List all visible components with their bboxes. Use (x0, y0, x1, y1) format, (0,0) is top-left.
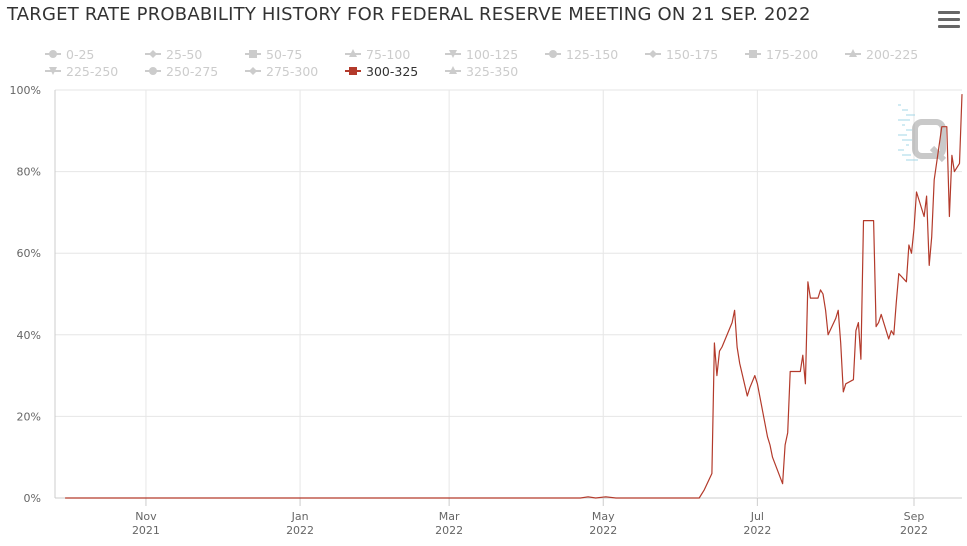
legend-marker-icon (345, 67, 361, 75)
legend-label: 175-200 (766, 46, 819, 62)
legend-marker-icon (345, 49, 361, 57)
legend-label: 200-225 (866, 46, 919, 62)
legend-label: 25-50 (166, 46, 203, 62)
legend-item-275-300[interactable]: 275-300 (245, 63, 318, 79)
x-tick-label-month: Mar (439, 510, 460, 523)
legend-marker-icon (845, 49, 861, 57)
x-tick-label-year: 2022 (743, 524, 771, 537)
legend-label: 300-325 (366, 63, 419, 79)
y-tick-label: 100% (10, 84, 41, 97)
legend-label: 250-275 (166, 63, 219, 79)
y-tick-label: 80% (17, 166, 41, 179)
x-tick-label-month: May (592, 510, 615, 523)
y-tick-label: 40% (17, 329, 41, 342)
y-tick-label: 60% (17, 247, 41, 260)
legend-item-150-175[interactable]: 150-175 (645, 46, 718, 62)
y-tick-label: 20% (17, 410, 41, 423)
legend-marker-icon (545, 50, 561, 58)
hamburger-menu-icon[interactable] (938, 11, 960, 29)
x-tick-label-month: Nov (135, 510, 157, 523)
legend-item-300-325[interactable]: 300-325 (345, 63, 418, 79)
legend-label: 125-150 (566, 46, 619, 62)
legend-label: 100-125 (466, 46, 519, 62)
x-tick-label-month: Jan (291, 510, 309, 523)
legend-label: 75-100 (366, 46, 411, 62)
x-tick-label-year: 2022 (435, 524, 463, 537)
legend-label: 150-175 (666, 46, 719, 62)
legend-item-100-125[interactable]: 100-125 (445, 46, 518, 62)
legend-item-325-350[interactable]: 325-350 (445, 63, 518, 79)
x-tick-label-year: 2021 (132, 524, 160, 537)
legend-label: 0-25 (66, 46, 95, 62)
legend-label: 275-300 (266, 63, 319, 79)
legend-marker-icon (445, 50, 461, 58)
x-tick-label-year: 2022 (900, 524, 928, 537)
legend: 0-25 25-50 50-75 75-100 100-125 125-150 150-17… (45, 46, 945, 82)
legend-item-0-25[interactable]: 0-25 (45, 46, 94, 62)
y-tick-label: 0% (24, 492, 41, 505)
legend-item-250-275[interactable]: 250-275 (145, 63, 218, 79)
legend-marker-icon (245, 67, 261, 75)
legend-label: 50-75 (266, 46, 303, 62)
legend-marker-icon (145, 67, 161, 75)
x-tick-label-month: Jul (750, 510, 764, 523)
x-tick-label-year: 2022 (589, 524, 617, 537)
series-line-300-325[interactable] (65, 94, 963, 499)
legend-item-225-250[interactable]: 225-250 (45, 63, 118, 79)
legend-item-50-75[interactable]: 50-75 (245, 46, 302, 62)
legend-label: 325-350 (466, 63, 519, 79)
legend-label: 225-250 (66, 63, 119, 79)
legend-marker-icon (45, 67, 61, 75)
chart-title: TARGET RATE PROBABILITY HISTORY FOR FEDE… (7, 4, 811, 25)
legend-marker-icon (245, 50, 261, 58)
x-tick-label-month: Sep (904, 510, 925, 523)
legend-marker-icon (145, 50, 161, 58)
legend-item-175-200[interactable]: 175-200 (745, 46, 818, 62)
legend-item-125-150[interactable]: 125-150 (545, 46, 618, 62)
watermark-logo (898, 104, 947, 163)
legend-marker-icon (745, 50, 761, 58)
legend-item-25-50[interactable]: 25-50 (145, 46, 202, 62)
legend-item-200-225[interactable]: 200-225 (845, 46, 918, 62)
x-tick-label-year: 2022 (286, 524, 314, 537)
legend-marker-icon (45, 50, 61, 58)
legend-marker-icon (645, 50, 661, 58)
legend-item-75-100[interactable]: 75-100 (345, 46, 410, 62)
legend-marker-icon (445, 66, 461, 74)
